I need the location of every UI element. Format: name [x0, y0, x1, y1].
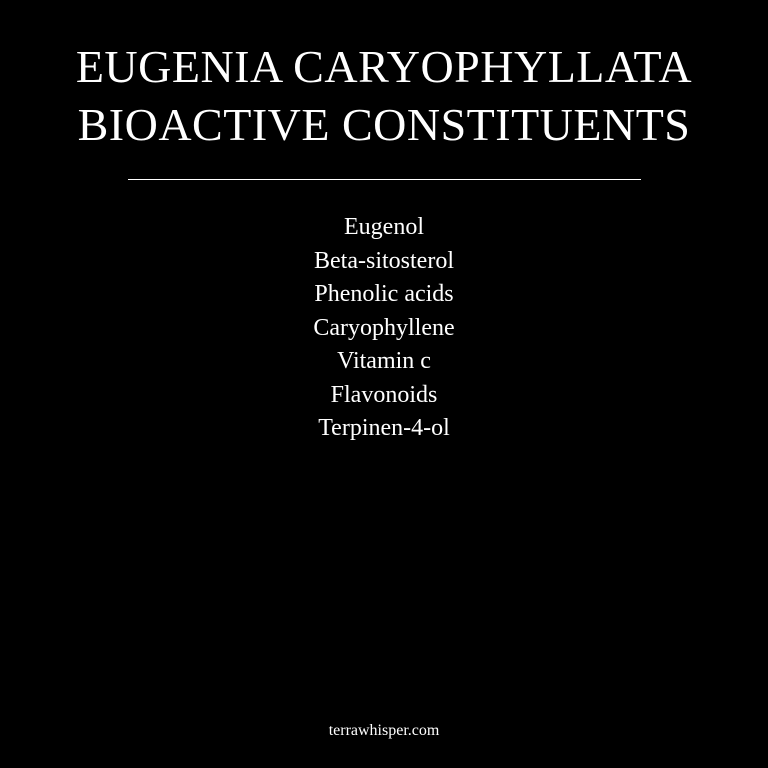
- list-item: Phenolic acids: [314, 281, 454, 307]
- list-item: Terpinen-4-ol: [318, 415, 450, 441]
- title-line-1: EUGENIA CARYOPHYLLATA: [75, 41, 693, 92]
- page-title: EUGENIA CARYOPHYLLATA BIOACTIVE CONSTITU…: [0, 38, 768, 154]
- footer-site: terrawhisper.com: [328, 722, 440, 739]
- list-item: Vitamin c: [337, 348, 431, 374]
- list-item: Beta-sitosterol: [314, 247, 454, 274]
- list-item: Eugenol: [344, 214, 424, 240]
- list-item: Flavonoids: [330, 381, 438, 408]
- title-line-2: BIOACTIVE CONSTITUENTS: [77, 99, 691, 150]
- title-divider: [128, 179, 641, 180]
- constituents-list: Eugenol Beta-sitosterol Phenolic acids C…: [0, 211, 768, 446]
- list-item: Caryophyllene: [313, 314, 455, 341]
